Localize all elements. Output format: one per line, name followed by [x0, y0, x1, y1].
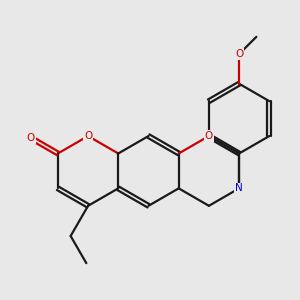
Text: O: O — [84, 131, 92, 141]
Text: O: O — [27, 133, 35, 143]
Text: O: O — [205, 131, 213, 141]
Text: O: O — [235, 49, 243, 59]
Text: N: N — [235, 183, 243, 194]
